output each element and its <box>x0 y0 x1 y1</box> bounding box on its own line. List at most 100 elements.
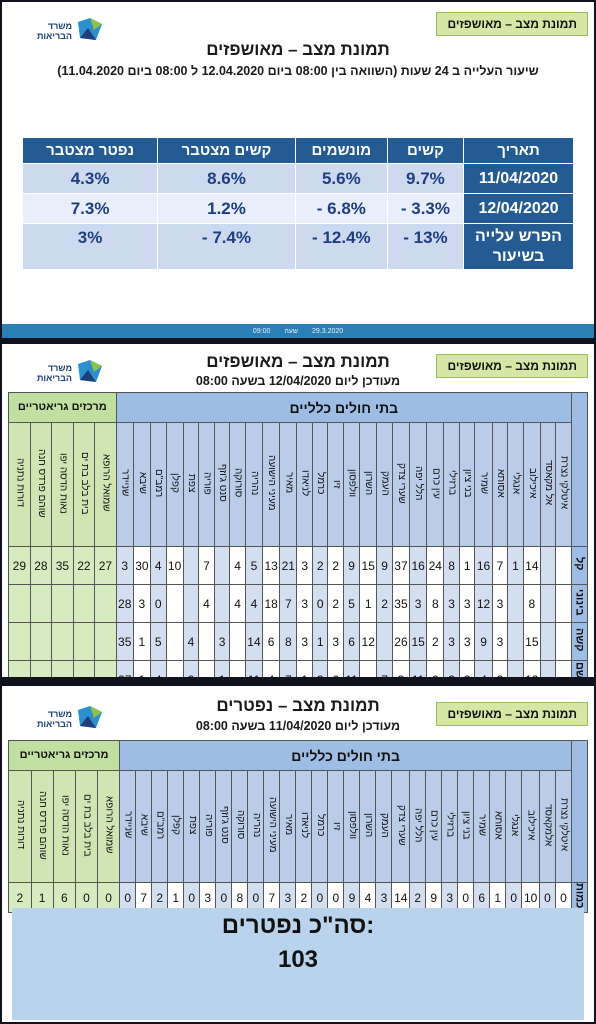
table-cell: 24 <box>426 546 445 585</box>
hospital-status-table: בתי חולים כלליים מרכזים גריאטריים איטלקי נ… <box>8 392 588 677</box>
hospital-name-header: שיבא <box>132 422 151 547</box>
table-cell: 13 <box>262 546 281 585</box>
table-cell: 3 <box>458 660 476 677</box>
table-cell: 3 <box>132 584 151 623</box>
growth-row: 11/04/2020 9.7% 5.6% 8.6% 4.3% <box>21 163 574 194</box>
ministry-logo: משרד הבריאות <box>18 704 104 734</box>
section-tag: תמונת מצב – מאושפזים <box>436 354 588 378</box>
table-cell: 27 <box>115 660 134 677</box>
table-cell: 15 <box>409 622 428 661</box>
table-cell: 10 <box>165 546 184 585</box>
geriatric-name-header: שמואל הרופא <box>97 770 121 883</box>
table-cell: 5 <box>149 622 167 661</box>
hospital-name-header: מאיר <box>279 422 298 547</box>
section-tag: תמונת מצב – מאושפזים <box>436 12 588 36</box>
table-cell: 7 <box>279 584 298 623</box>
table-cell: 4 <box>198 584 215 623</box>
table-cell: 4 <box>149 660 167 677</box>
hospital-name-header: זיו <box>327 422 345 547</box>
table-cell: 8 <box>522 584 541 623</box>
geriatric-name-header: שוהם פרדס חנה <box>30 770 54 883</box>
table-cell: 3 <box>491 622 509 661</box>
hospital-name-header: איטלקי נצרת <box>554 770 573 883</box>
hospital-name-header: נהריה <box>247 770 265 883</box>
table-cell <box>94 622 117 661</box>
hospital-name-header: בני ציון <box>457 770 475 883</box>
slide-deceased-by-hospital: תמונת מצב – מאושפזים משרד הבריאות תמונת מ… <box>2 686 594 1022</box>
table-cell: 4 <box>182 622 200 661</box>
table-cell: 7 <box>376 660 393 677</box>
table-cell <box>51 584 74 623</box>
slide-hospitalization-growth: תמונת מצב – מאושפזים משרד הבריאות תמונת מ… <box>2 2 594 338</box>
hospital-name-header: מעיני הישועה <box>262 422 281 547</box>
table-cell <box>8 622 31 661</box>
growth-header-row: תאריך קשים מונשמים קשים מצטבר נפטר מצטבר <box>21 137 574 164</box>
table-cell <box>359 660 378 677</box>
hospital-name-header: סנט ג'וזף <box>215 770 233 883</box>
hospital-name-header: הלל יפה <box>409 770 427 883</box>
table-cell: 9 <box>425 882 443 913</box>
table-cell <box>8 584 31 623</box>
table-cell: 16 <box>474 546 493 585</box>
table-cell: 3 <box>391 660 411 677</box>
geriatric-name-header: נאות הדסה יפו <box>52 770 76 883</box>
table-cell: 3 <box>296 546 313 585</box>
total-deceased-box: סה"כ נפטרים: 103 <box>12 908 584 1020</box>
hospital-name-header: סנט ג'וזף <box>213 422 231 547</box>
geriatric-name-header: דורות נתניה <box>8 770 32 883</box>
table-cell <box>213 584 231 623</box>
hospital-name-header: שערי צדק <box>391 770 411 883</box>
slide-hospitalized-by-hospital: תמונת מצב – מאושפזים משרד הבריאות תמונת מ… <box>2 344 594 677</box>
table-cell <box>29 660 53 677</box>
table-cell: 5 <box>244 546 264 585</box>
table-cell <box>94 660 117 677</box>
total-deceased-value: 103 <box>277 946 319 973</box>
row-label: קל <box>571 546 588 585</box>
hospital-name-header: ברזילי <box>443 422 460 547</box>
general-hospitals-header: בתי חולים כלליים <box>115 392 573 423</box>
table-cell: 6 <box>343 622 361 661</box>
section-tag: תמונת מצב – מאושפזים <box>436 702 588 726</box>
table-cell: 5 <box>343 584 361 623</box>
table-cell: 21 <box>279 546 298 585</box>
table-cell: 7 <box>198 546 215 585</box>
page-subtitle: שיעור העלייה ב 24 שעות (השוואה בין 08:00… <box>57 64 539 78</box>
table-cell <box>507 584 524 623</box>
table-cell: 6 <box>262 622 281 661</box>
hospital-name-header: צפת <box>183 770 201 883</box>
table-row: קשה 15 3 9 3 3 2 15 26 12 6 3 1 3 8 6 14 3 4 5 1 35 <box>8 622 588 661</box>
hospital-name-header: אסותא <box>491 422 509 547</box>
table-cell: 2 <box>409 882 427 913</box>
table-cell <box>182 584 200 623</box>
hospital-name-header: קפלן <box>165 422 184 547</box>
table-cell: 0 <box>311 584 329 623</box>
table-cell: 2 <box>311 546 329 585</box>
table-cell: 0 <box>311 882 329 913</box>
table-cell: 35 <box>51 546 74 585</box>
table-cell <box>213 546 231 585</box>
table-cell <box>72 660 96 677</box>
table-cell: 4 <box>229 546 246 585</box>
hospital-name-header: ברזילי <box>441 770 459 883</box>
growth-row: הפרש עלייה בשיעור 13% -12.4% -7.4% -3% <box>21 223 574 270</box>
hospital-name-header: פוריה <box>198 422 215 547</box>
table-cell: 2 <box>426 622 445 661</box>
table-cell: 2 <box>327 584 345 623</box>
hospital-name-header: איטלקי נצרת <box>555 422 572 547</box>
table-cell <box>165 622 184 661</box>
table-cell <box>507 660 524 677</box>
table-cell <box>555 546 572 585</box>
row-label: בינוני <box>571 584 588 623</box>
table-cell: 14 <box>391 882 411 913</box>
hospital-name-header: אל מקאסד <box>539 422 557 547</box>
table-cell <box>539 660 557 677</box>
table-row: מונשם12343321137116317411124127 <box>8 660 588 677</box>
hospital-name-header: שמיר <box>474 422 493 547</box>
table-cell <box>198 622 215 661</box>
table-cell <box>539 546 557 585</box>
table-cell <box>198 660 215 677</box>
table-cell: 3 <box>443 622 460 661</box>
hospital-name-header: אנגלי <box>505 770 523 883</box>
hospital-name-header: השרון <box>359 770 377 883</box>
hospital-name-header: מעיני הישועה <box>263 770 281 883</box>
